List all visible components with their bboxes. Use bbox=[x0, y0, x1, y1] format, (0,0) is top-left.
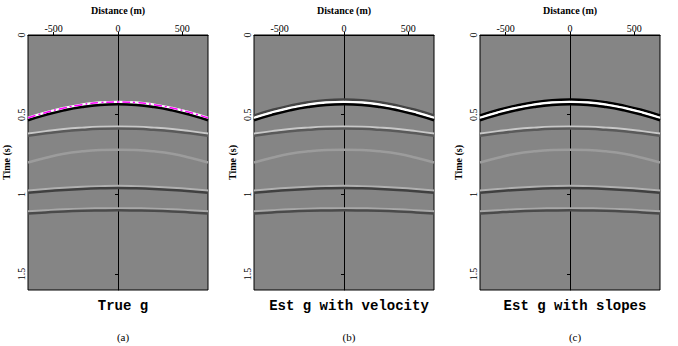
svg-text:0: 0 bbox=[116, 23, 121, 34]
svg-text:0: 0 bbox=[468, 33, 479, 38]
svg-text:1.5: 1.5 bbox=[16, 268, 27, 281]
svg-text:1.5: 1.5 bbox=[242, 268, 253, 281]
svg-text:0: 0 bbox=[342, 23, 347, 34]
svg-text:-500: -500 bbox=[271, 23, 289, 34]
svg-text:1: 1 bbox=[242, 192, 253, 197]
svg-text:Time (s): Time (s) bbox=[453, 145, 465, 180]
svg-text:0: 0 bbox=[568, 23, 573, 34]
svg-text:Time (s): Time (s) bbox=[227, 145, 239, 180]
svg-text:Distance (m): Distance (m) bbox=[543, 5, 597, 17]
svg-text:0.5: 0.5 bbox=[16, 108, 27, 121]
svg-text:0.5: 0.5 bbox=[242, 108, 253, 121]
svg-text:1.5: 1.5 bbox=[468, 268, 479, 281]
svg-text:500: 500 bbox=[401, 23, 416, 34]
svg-text:(a): (a) bbox=[117, 331, 130, 344]
svg-text:Distance (m): Distance (m) bbox=[91, 5, 145, 17]
svg-text:0: 0 bbox=[242, 33, 253, 38]
svg-text:0.5: 0.5 bbox=[468, 108, 479, 121]
svg-text:500: 500 bbox=[627, 23, 642, 34]
svg-text:-500: -500 bbox=[497, 23, 515, 34]
svg-text:Est g with slopes: Est g with slopes bbox=[504, 298, 647, 314]
svg-text:Est g with velocity: Est g with velocity bbox=[269, 298, 429, 314]
svg-text:Time (s): Time (s) bbox=[1, 145, 13, 180]
svg-text:True g: True g bbox=[98, 298, 148, 314]
svg-text:-500: -500 bbox=[45, 23, 63, 34]
svg-text:500: 500 bbox=[175, 23, 190, 34]
svg-text:0: 0 bbox=[16, 33, 27, 38]
svg-text:Distance (m): Distance (m) bbox=[317, 5, 371, 17]
svg-text:1: 1 bbox=[16, 192, 27, 197]
svg-text:(b): (b) bbox=[343, 331, 356, 344]
svg-text:(c): (c) bbox=[569, 331, 582, 344]
svg-text:1: 1 bbox=[468, 192, 479, 197]
